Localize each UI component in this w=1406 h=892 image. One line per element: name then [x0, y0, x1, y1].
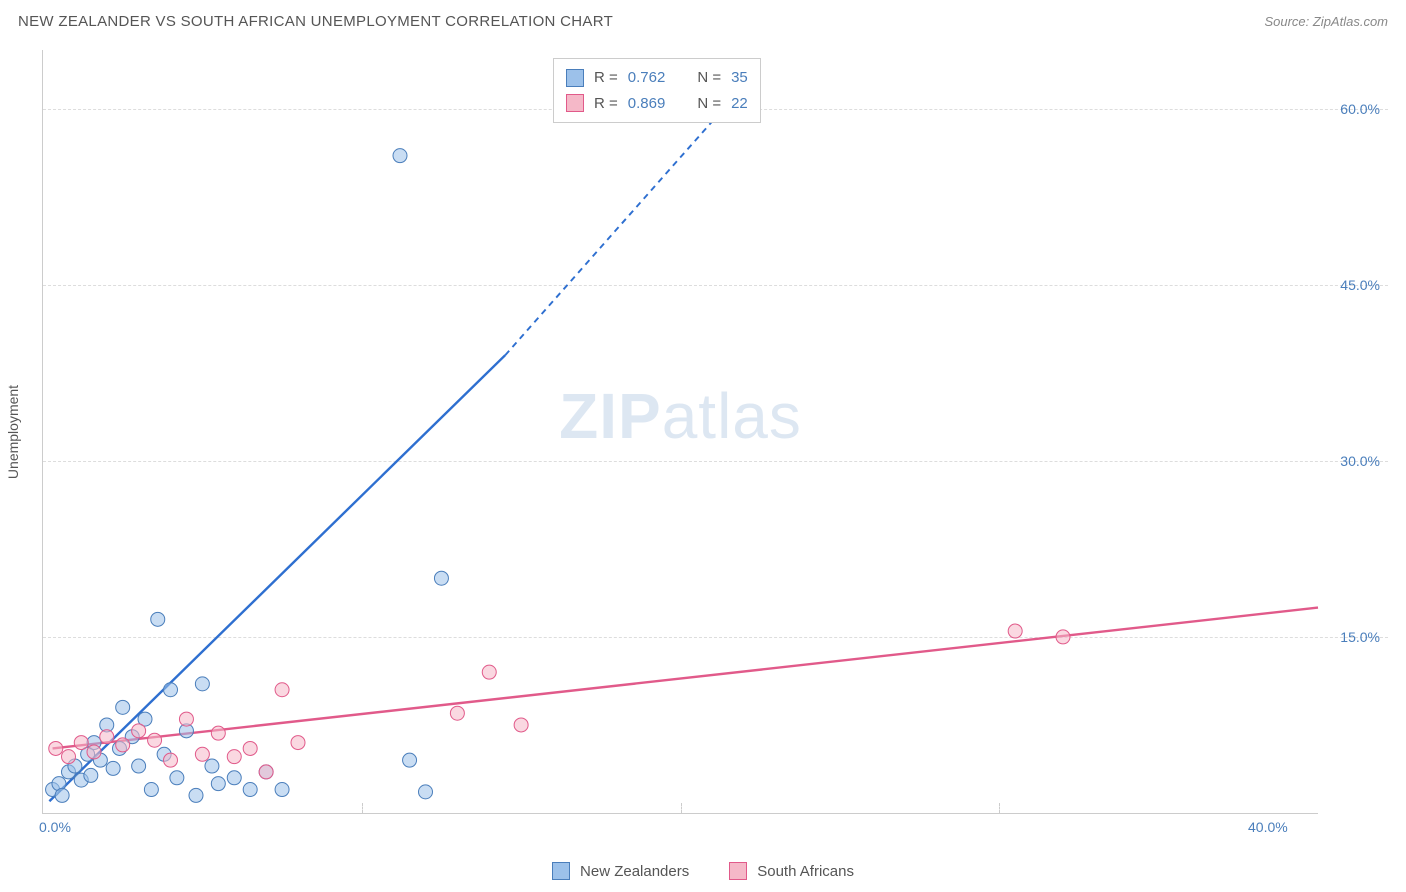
y-tick-label: 60.0% — [1340, 101, 1380, 117]
n-value: 35 — [731, 65, 748, 91]
n-value: 22 — [731, 91, 748, 117]
series-legend-item: New Zealanders — [552, 862, 689, 880]
r-label: R = — [594, 91, 618, 117]
legend-stat-row: R = 0.869 N = 22 — [566, 91, 748, 117]
plot-area: Unemployment ZIPatlas R =0.762N =35R =0.… — [42, 50, 1318, 814]
x-tick-label: 40.0% — [1248, 819, 1318, 835]
series-legend-item: South Africans — [729, 862, 854, 880]
source-label: Source: ZipAtlas.com — [1264, 14, 1388, 29]
legend-swatch — [729, 862, 747, 880]
y-tick-label: 45.0% — [1340, 277, 1380, 293]
legend-swatch — [566, 94, 584, 112]
x-tick-label: 0.0% — [39, 819, 71, 835]
correlation-legend: R = 0.762 N = 35 R = 0.869 N = 22 — [553, 58, 761, 123]
r-label: R = — [594, 65, 618, 91]
legend-swatch — [566, 69, 584, 87]
legend-stat-row: R = 0.762 N = 35 — [566, 65, 748, 91]
r-value: 0.869 — [628, 91, 666, 117]
y-tick-label: 15.0% — [1340, 629, 1380, 645]
series-legend: New Zealanders South Africans — [0, 862, 1406, 880]
y-tick-label: 30.0% — [1340, 453, 1380, 469]
scatter-plot — [43, 50, 1318, 813]
series-name: South Africans — [757, 863, 854, 880]
chart-title: NEW ZEALANDER VS SOUTH AFRICAN UNEMPLOYM… — [18, 13, 613, 30]
r-value: 0.762 — [628, 65, 666, 91]
plot-container: Unemployment ZIPatlas R =0.762N =35R =0.… — [42, 50, 1388, 842]
n-label: N = — [697, 65, 721, 91]
series-name: New Zealanders — [580, 863, 689, 880]
y-axis-label: Unemployment — [5, 384, 21, 478]
n-label: N = — [697, 91, 721, 117]
legend-swatch — [552, 862, 570, 880]
